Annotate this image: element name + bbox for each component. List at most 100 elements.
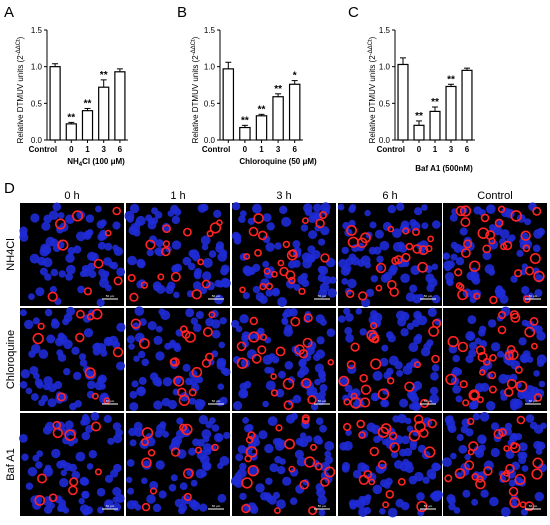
nucleus xyxy=(264,443,274,454)
red-signal xyxy=(178,394,190,407)
nucleus xyxy=(534,289,543,298)
nucleus xyxy=(314,363,324,373)
nucleus xyxy=(313,435,323,444)
red-signal xyxy=(510,312,521,323)
nucleus xyxy=(233,401,243,411)
red-signal xyxy=(416,500,428,513)
nucleus xyxy=(39,267,48,276)
bar xyxy=(65,123,77,141)
nucleus xyxy=(19,309,27,317)
red-signal xyxy=(360,384,372,395)
nucleus xyxy=(408,403,416,410)
nucleus xyxy=(195,468,206,479)
nucleus xyxy=(252,438,261,447)
nucleus xyxy=(472,471,481,479)
nucleus xyxy=(27,467,38,477)
nucleus xyxy=(267,367,275,374)
nucleus xyxy=(139,318,147,326)
red-signal xyxy=(170,447,181,457)
nucleus xyxy=(103,414,112,424)
y-tick-label: 1.5 xyxy=(31,26,43,35)
red-signal xyxy=(179,325,188,334)
nucleus xyxy=(366,288,375,297)
scale-bar-label: 50 μm xyxy=(106,399,115,403)
nucleus xyxy=(86,229,94,236)
nucleus xyxy=(167,281,176,290)
nucleus xyxy=(318,371,326,380)
red-signal xyxy=(149,487,158,495)
nucleus xyxy=(537,227,545,236)
nucleus xyxy=(96,298,105,307)
nucleus xyxy=(538,380,546,388)
red-signal xyxy=(455,205,467,217)
nucleus xyxy=(194,401,205,411)
scale-bar-label: 50 μm xyxy=(318,399,327,403)
nucleus xyxy=(64,420,74,430)
significance-marker: * xyxy=(293,71,297,82)
nucleus xyxy=(141,358,149,367)
nucleus xyxy=(48,210,59,220)
red-signal xyxy=(427,235,434,243)
nucleus xyxy=(381,344,389,352)
nucleus xyxy=(265,289,274,297)
nucleus xyxy=(35,287,45,297)
red-signal xyxy=(301,217,309,224)
red-signal xyxy=(179,423,188,432)
nucleus xyxy=(426,468,437,479)
nucleus xyxy=(62,318,70,326)
nucleus xyxy=(456,433,464,442)
red-signal xyxy=(454,468,466,479)
nucleus xyxy=(126,335,135,344)
nucleus xyxy=(348,205,356,214)
nucleus xyxy=(454,368,463,376)
red-signal xyxy=(162,224,171,234)
red-signal xyxy=(408,430,421,442)
nucleus xyxy=(421,204,428,211)
nucleus xyxy=(239,462,247,471)
red-signal xyxy=(286,249,298,261)
nucleus xyxy=(315,483,325,492)
nucleus xyxy=(62,436,71,445)
micrograph-image: 50 μm xyxy=(442,412,547,517)
red-signal xyxy=(270,389,279,397)
significance-marker: ** xyxy=(67,112,75,123)
nucleus xyxy=(44,273,52,281)
red-signal xyxy=(522,244,531,253)
nucleus xyxy=(80,477,90,486)
red-signal xyxy=(494,218,504,228)
nucleus xyxy=(369,221,377,229)
nucleus xyxy=(67,247,76,255)
x-tick-label: Control xyxy=(29,145,57,154)
nucleus xyxy=(298,437,309,448)
nucleus xyxy=(358,495,366,503)
significance-marker: ** xyxy=(258,104,266,115)
nucleus xyxy=(153,400,163,410)
nucleus xyxy=(178,507,186,515)
nucleus xyxy=(266,222,275,231)
nucleus xyxy=(446,415,454,423)
nucleus xyxy=(244,424,253,433)
nucleus xyxy=(153,284,161,292)
nucleus xyxy=(281,216,292,227)
nucleus xyxy=(44,308,53,317)
red-signal xyxy=(282,378,295,390)
micrograph-image: 50 μm xyxy=(231,308,336,411)
micrograph-image: 50 μm xyxy=(338,307,442,412)
nucleus xyxy=(352,469,362,479)
red-signal xyxy=(140,437,149,446)
red-signal xyxy=(112,347,124,358)
y-axis-label-a: Relative DTMUV units (2-ΔΔCt) xyxy=(16,36,25,143)
panel-letter-d: D xyxy=(4,180,15,197)
nucleus xyxy=(459,227,468,236)
nucleus xyxy=(427,307,437,317)
nucleus xyxy=(465,428,474,437)
nucleus xyxy=(217,280,225,288)
nucleus xyxy=(57,212,65,219)
nucleus xyxy=(199,503,208,512)
red-signal xyxy=(141,427,154,439)
nucleus xyxy=(81,490,90,499)
nucleus xyxy=(471,276,481,285)
red-signal xyxy=(93,258,104,269)
nucleus xyxy=(421,222,429,230)
nucleus xyxy=(136,259,146,269)
